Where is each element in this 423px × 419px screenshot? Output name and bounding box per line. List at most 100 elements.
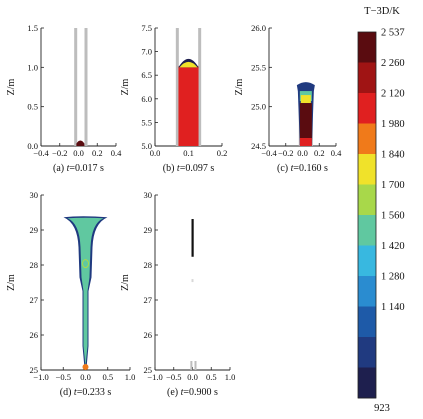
colorbar-band (358, 62, 376, 94)
flame-front-inner (179, 61, 198, 68)
colorbar-title: T−3D/K (364, 6, 400, 17)
residual-streak (191, 219, 194, 257)
y-tick-label: 1.0 (27, 62, 38, 72)
y-tick-label: 25.5 (251, 62, 266, 72)
plume-contour (82, 259, 89, 269)
panel-caption: (e) t=0.900 s (167, 387, 218, 398)
y-axis-label: Z/m (120, 274, 131, 291)
y-tick-label: 1.5 (27, 23, 38, 33)
colorbar-label: 1 700 (381, 180, 405, 191)
x-tick-label: −0.2 (278, 148, 293, 158)
colorbar-label: 2 260 (381, 58, 405, 69)
panel-c: 24.5 25.0 25.5 26.0 −0.4 −0.2 0.0 0.2 0.4 Z/m (c) … (234, 23, 342, 174)
y-tick-label: 26.0 (251, 23, 266, 33)
flame-base (299, 138, 312, 146)
y-tick-label: 0.5 (27, 102, 38, 112)
colorbar-band (358, 123, 376, 155)
residual-trace (191, 279, 194, 283)
x-tick-label: −0.5 (56, 372, 71, 382)
x-tick-label: 0.2 (92, 148, 103, 158)
colorbar-band (358, 306, 376, 338)
y-tick-label: 28 (144, 260, 153, 270)
tube-wall (74, 28, 78, 146)
colorbar-label: 1 420 (381, 241, 405, 252)
x-tick-label: 0.2 (217, 148, 228, 158)
y-tick-label: 25 (144, 365, 153, 375)
y-axis-label: Z/m (6, 274, 17, 291)
flame-body (178, 66, 199, 146)
flame-core (299, 103, 312, 138)
panel-caption: (d) t=0.233 s (60, 387, 112, 398)
y-axis-label: Z/m (120, 78, 131, 95)
x-tick-label: 0.5 (102, 372, 113, 382)
y-tick-label: 27 (30, 295, 39, 305)
y-tick-label: 25.0 (251, 102, 266, 112)
y-tick-label: 0.0 (27, 141, 38, 151)
x-tick-label: −1.0 (33, 372, 48, 382)
colorbar-label: 2 120 (381, 89, 405, 100)
y-tick-label: 6.0 (141, 94, 152, 104)
y-tick-label: 29 (30, 225, 39, 235)
x-tick-label: 1.0 (125, 372, 136, 382)
colorbar-label: 1 140 (381, 302, 405, 313)
panel-caption: (c) t=0.160 s (277, 163, 328, 174)
panel-caption: (b) t=0.097 s (163, 163, 215, 174)
colorbar-band (358, 184, 376, 216)
colorbar-frame (357, 31, 377, 399)
colorbar-band (358, 367, 376, 399)
tube-wall (198, 28, 202, 146)
y-tick-label: 6.5 (141, 70, 152, 80)
panel-caption: (a) t=0.017 s (53, 163, 104, 174)
y-tick-label: 5.0 (141, 141, 152, 151)
colorbar-label: 923 (374, 403, 390, 414)
x-tick-label: 0.2 (314, 148, 325, 158)
colorbar-band (358, 154, 376, 185)
y-tick-label: 30 (144, 190, 153, 200)
colorbar-band (358, 93, 376, 124)
x-tick-label: −0.5 (166, 372, 181, 382)
tube-wall (84, 28, 88, 146)
plume-base-spot (82, 364, 89, 370)
y-tick-label: 28 (30, 260, 39, 270)
y-tick-label: 5.5 (141, 117, 152, 127)
x-tick-label: 1.0 (225, 372, 236, 382)
y-tick-label: 24.5 (251, 141, 266, 151)
colorbar-band (358, 337, 376, 368)
colorbar-label: 1 980 (381, 119, 405, 130)
x-tick-label: −1.0 (147, 372, 162, 382)
y-tick-label: 26 (30, 330, 39, 340)
x-tick-label: 0.0 (73, 148, 84, 158)
colorbar-band (358, 276, 376, 307)
plume-body (67, 217, 104, 366)
panel-e: 25 26 27 28 29 30 −1.0 −0.5 0.0 0.5 1.0 Z/m (e) t=0.… (120, 190, 235, 398)
colorbar: T−3D/K 2 537 2 260 2 120 1 980 1 840 1 700 1 56… (357, 6, 405, 414)
x-tick-label: 0.4 (111, 148, 122, 158)
colorbar-band (358, 245, 376, 277)
x-tick-label: 0.0 (297, 148, 308, 158)
y-tick-label: 7.5 (141, 23, 152, 33)
colorbar-band (358, 32, 376, 63)
y-tick-label: 30 (30, 190, 39, 200)
flame-kernel (76, 140, 85, 146)
flame-zone-hot (300, 95, 311, 104)
x-tick-label: −0.4 (261, 148, 277, 158)
colorbar-label: 1 280 (381, 272, 405, 283)
x-tick-label: 0.4 (331, 148, 342, 158)
colorbar-label: 2 537 (381, 28, 405, 39)
colorbar-band (358, 215, 376, 246)
tube-wall-stub (194, 361, 197, 370)
tube-wall (175, 28, 179, 146)
x-tick-label: 0.1 (183, 148, 194, 158)
y-tick-label: 25 (30, 365, 39, 375)
y-axis-label: Z/m (6, 78, 17, 95)
panel-d: 25 26 27 28 29 30 −1.0 −0.5 0.0 0.5 1.0 Z/m (d) t=0.… (6, 190, 135, 398)
y-tick-label: 29 (144, 225, 153, 235)
colorbar-label: 1 840 (381, 150, 405, 161)
y-tick-label: 7.0 (141, 47, 152, 57)
tube-wall-stub (190, 361, 193, 370)
x-tick-label: −0.4 (33, 148, 49, 158)
panels: 0.00.51.01.5−0.4 −0.2 0.0 0.2 0.4Z/m(a) t=0.… (6, 23, 342, 398)
colorbar-label: 1 560 (381, 211, 405, 222)
panel-a: 0.0 0.5 1.0 1.5 −0.4 −0.2 0.0 0.2 0.4 Z/m (a) t=0.… (6, 23, 122, 174)
